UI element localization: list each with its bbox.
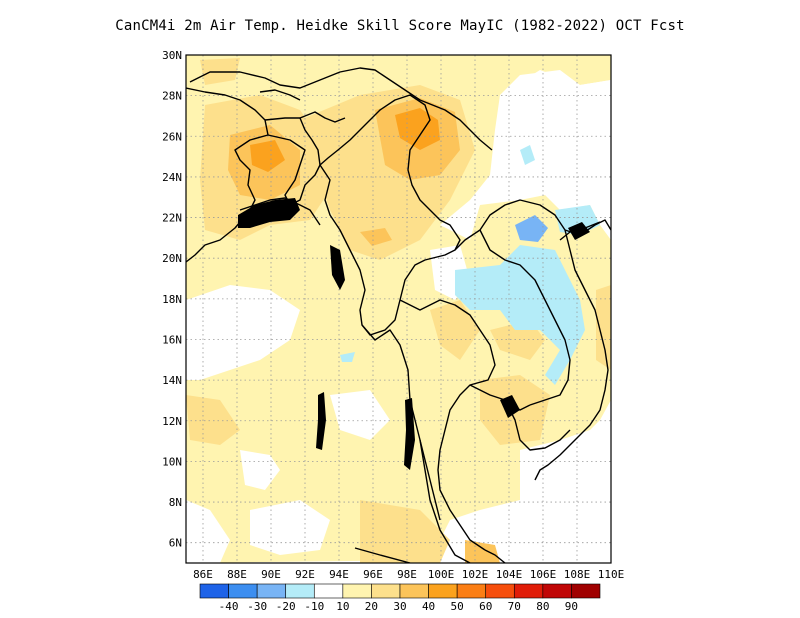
x-tick-label: 86E [193, 568, 213, 581]
colorbar-swatch [228, 583, 258, 599]
colorbar-label: -20 [276, 600, 296, 613]
colorbar-label: 20 [365, 600, 378, 613]
x-tick-label: 108E [564, 568, 591, 581]
colorbar-label: -10 [304, 600, 324, 613]
y-tick-labels: 6N 8N 10N 12N 14N 16N 18N 20N 22N 24N 26N 28N 30N [162, 49, 182, 550]
x-tick-label: 110E [598, 568, 625, 581]
y-tick-label: 24N [162, 171, 182, 184]
map-title: CanCM4i 2m Air Temp. Heidke Skill Score … [115, 18, 685, 34]
x-tick-label: 88E [227, 568, 247, 581]
colorbar-swatch [485, 583, 515, 599]
colorbar-swatch [285, 583, 315, 599]
coastlines-borders [186, 67, 611, 563]
colorbar-swatch [513, 583, 544, 599]
x-tick-label: 106E [530, 568, 557, 581]
colorbar-label: 60 [479, 600, 492, 613]
y-tick-label: 6N [169, 537, 182, 550]
colorbar-label: 40 [422, 600, 435, 613]
colorbar [199, 583, 601, 599]
colorbar-label: -30 [247, 600, 267, 613]
y-tick-label: 14N [162, 374, 182, 387]
skill-fill-layer [186, 55, 611, 563]
colorbar-swatch [542, 583, 572, 599]
y-tick-label: 30N [162, 49, 182, 62]
colorbar-swatch [399, 583, 429, 599]
skill-neg20-30-areas [515, 215, 548, 242]
dense-coast-marks [238, 198, 590, 470]
y-tick-label: 12N [162, 415, 182, 428]
colorbar-swatch [456, 583, 487, 599]
colorbar-label: 80 [536, 600, 549, 613]
skill-none-areas [186, 70, 611, 563]
x-tick-labels: 86E 88E 90E 92E 94E 96E 98E 100E 102E 104E 106E 108… [193, 568, 624, 581]
lat-lon-grid [186, 55, 611, 563]
colorbar-label: 50 [451, 600, 464, 613]
y-tick-label: 26N [162, 130, 182, 143]
y-tick-label: 20N [162, 252, 182, 265]
y-tick-label: 10N [162, 455, 182, 468]
y-tick-label: 28N [162, 90, 182, 103]
colorbar-swatch [571, 583, 601, 599]
skill-40-50-areas [250, 108, 440, 172]
x-tick-label: 96E [363, 568, 383, 581]
colorbar-labels: -40 -30 -20 -10 10 20 30 40 50 60 70 80 90 [219, 600, 578, 613]
x-tick-label: 94E [329, 568, 349, 581]
y-tick-label: 18N [162, 293, 182, 306]
x-tick-label: 104E [496, 568, 523, 581]
colorbar-swatch [313, 583, 344, 599]
colorbar-label: -40 [219, 600, 239, 613]
y-tick-label: 16N [162, 333, 182, 346]
x-tick-label: 92E [295, 568, 315, 581]
x-tick-label: 98E [397, 568, 417, 581]
skill-neg10-20-areas [340, 145, 600, 385]
colorbar-label: 90 [565, 600, 578, 613]
colorbar-label: 10 [336, 600, 349, 613]
colorbar-label: 70 [508, 600, 521, 613]
y-tick-label: 22N [162, 212, 182, 225]
colorbar-swatch [256, 583, 287, 599]
plot-frame [185, 54, 612, 564]
colorbar-swatch [371, 583, 401, 599]
x-tick-label: 100E [428, 568, 455, 581]
colorbar-swatch [199, 583, 229, 599]
colorbar-swatch [428, 583, 458, 599]
colorbar-swatch [342, 583, 372, 599]
x-tick-label: 102E [462, 568, 489, 581]
x-tick-label: 90E [261, 568, 281, 581]
y-tick-label: 8N [169, 496, 182, 509]
colorbar-label: 30 [393, 600, 406, 613]
